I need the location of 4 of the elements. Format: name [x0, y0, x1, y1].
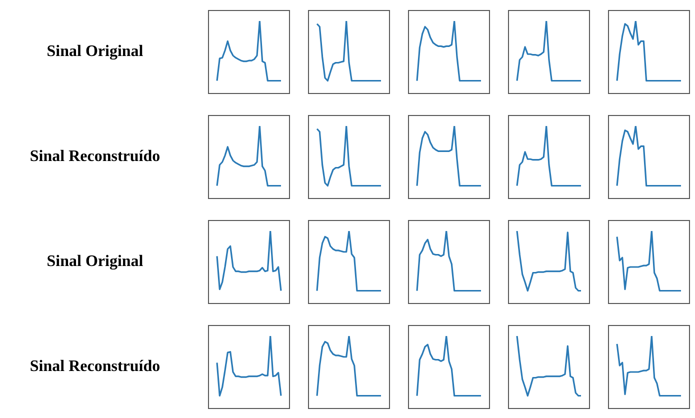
- y-axis-title: Sinal Reconstruído: [28, 147, 162, 167]
- y-axis-title: Sinal Original: [46, 252, 144, 272]
- y-axis-title: Sinal Reconstruído: [28, 357, 162, 377]
- y-axis-title: Sinal Original: [46, 42, 144, 62]
